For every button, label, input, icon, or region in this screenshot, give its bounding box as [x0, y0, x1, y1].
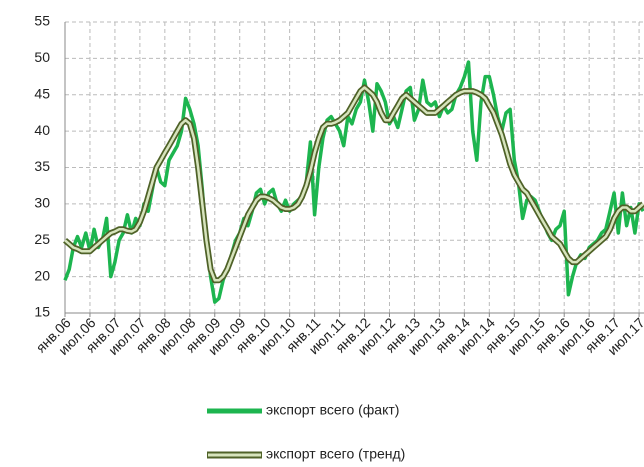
legend-label: экспорт всего (тренд)	[266, 446, 405, 462]
y-tick-label: 40	[34, 122, 50, 138]
y-tick-label: 25	[34, 231, 50, 247]
y-tick-label: 30	[34, 195, 50, 211]
plot-area	[63, 60, 644, 304]
y-tick-label: 50	[34, 49, 50, 65]
y-tick-label: 20	[34, 267, 50, 283]
grid	[64, 21, 644, 317]
y-tick-label: 35	[34, 158, 50, 174]
labels: 152025303540455055янв.06июл.06янв.07июл.…	[33, 13, 644, 462]
y-tick-label: 15	[34, 304, 50, 320]
y-tick-label: 45	[34, 85, 50, 101]
legend-label: экспорт всего (факт)	[266, 402, 399, 418]
trend-line	[64, 86, 644, 282]
y-tick-label: 55	[34, 13, 50, 29]
